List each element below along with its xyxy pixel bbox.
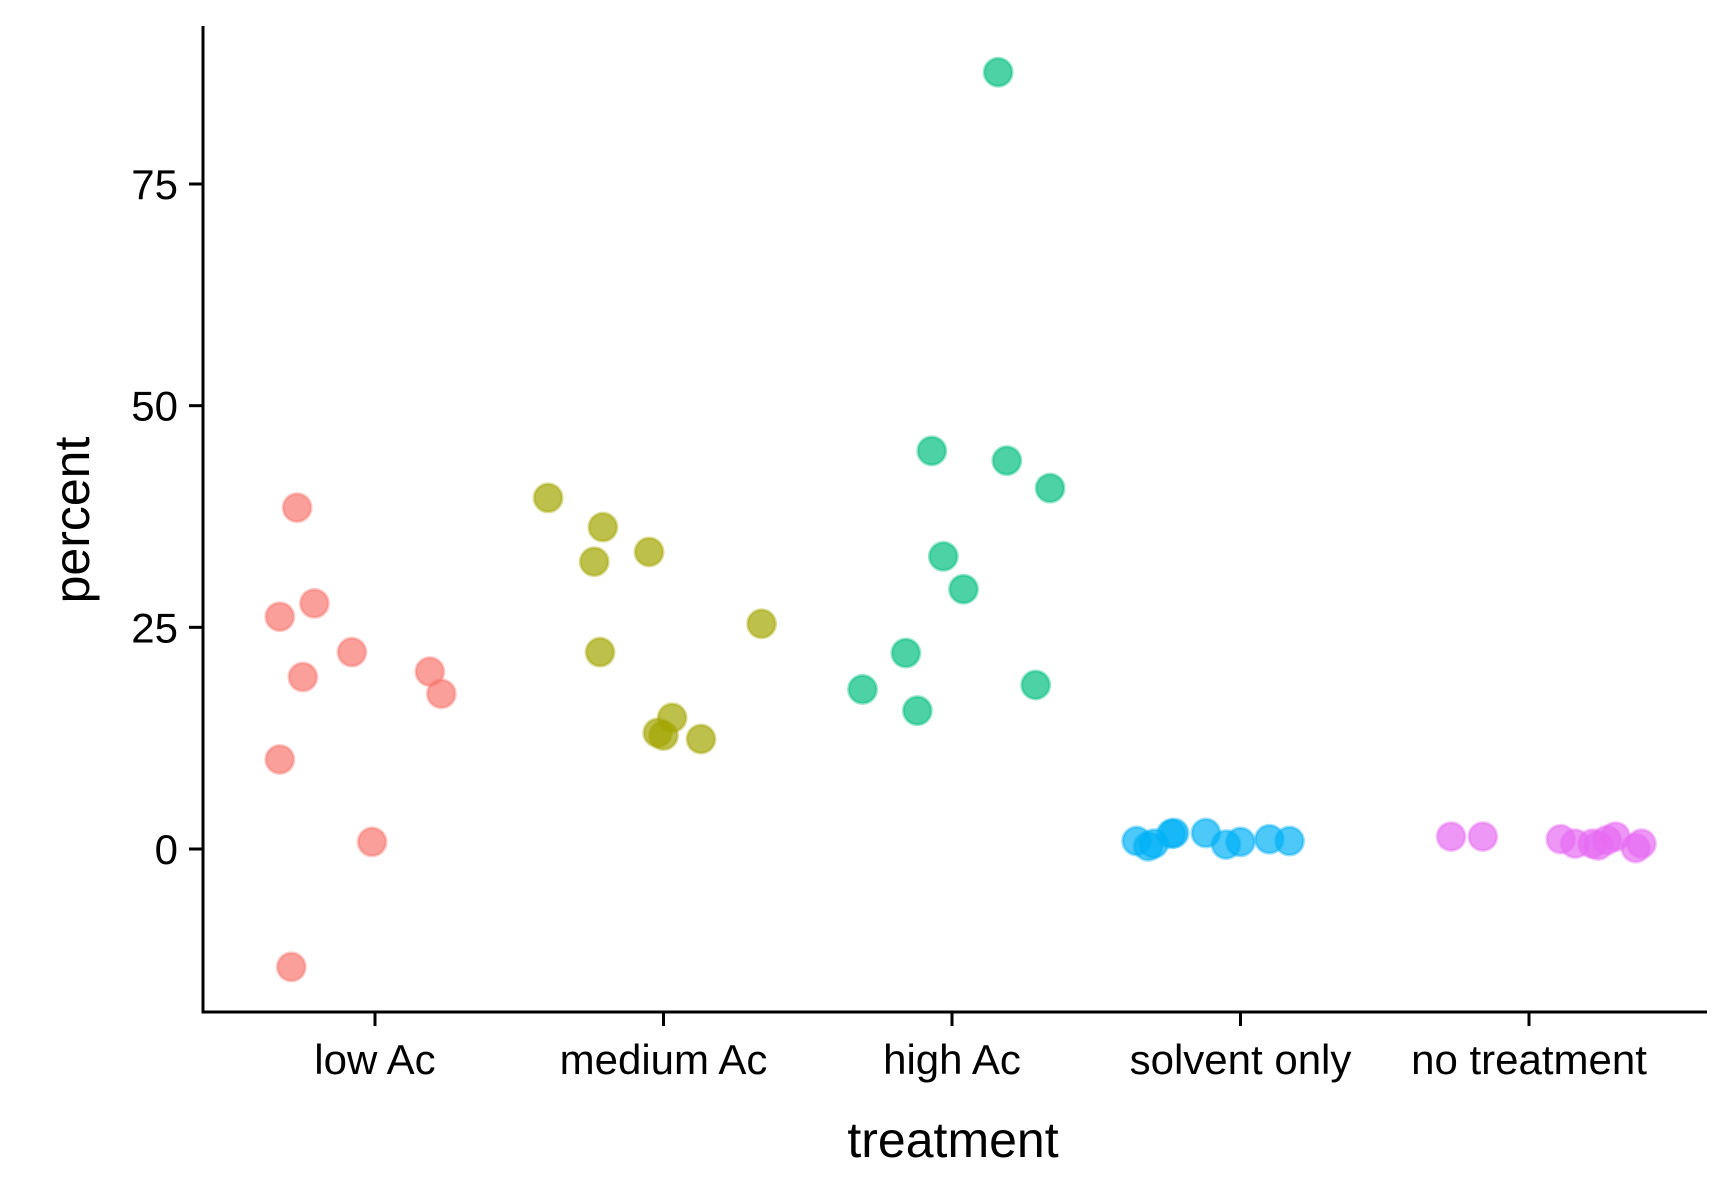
data-point <box>890 637 922 669</box>
data-point <box>746 608 778 640</box>
data-point <box>982 56 1014 88</box>
data-point <box>916 435 948 467</box>
data-point <box>336 636 368 668</box>
data-point <box>281 492 313 524</box>
data-point <box>685 723 717 755</box>
data-point <box>264 601 296 633</box>
data-point <box>1020 669 1052 701</box>
x-tick-label: medium Ac <box>560 1036 768 1083</box>
x-tick-label: solvent only <box>1130 1036 1352 1083</box>
data-point <box>287 661 319 693</box>
data-point <box>425 678 457 710</box>
y-tick-label: 0 <box>155 826 178 873</box>
data-point <box>584 636 616 668</box>
data-point <box>847 673 879 705</box>
data-point <box>1225 826 1256 858</box>
data-point <box>1626 828 1658 860</box>
y-tick-label: 75 <box>131 161 178 208</box>
data-point <box>991 445 1023 477</box>
x-tick-label: high Ac <box>883 1036 1021 1083</box>
data-point <box>532 482 564 514</box>
data-point <box>587 511 619 543</box>
data-point <box>927 540 959 572</box>
data-point <box>1435 821 1467 853</box>
x-axis-title: treatment <box>847 1112 1058 1168</box>
data-point <box>298 587 330 619</box>
x-tick-label: no treatment <box>1411 1036 1647 1083</box>
data-point <box>633 536 665 568</box>
data-point <box>356 826 388 858</box>
x-tick-label: low Ac <box>314 1036 435 1083</box>
data-point <box>1034 472 1066 504</box>
y-axis-ticks: 0 25 50 75 <box>131 161 203 873</box>
data-point <box>648 720 679 752</box>
data-point <box>275 951 307 983</box>
x-axis-ticks: low Ac medium Ac high Ac solvent only no tre… <box>314 1012 1647 1083</box>
data-point <box>1467 821 1499 853</box>
y-axis-title: percent <box>44 437 100 604</box>
data-point <box>1155 818 1187 850</box>
data-point <box>578 546 610 578</box>
y-tick-label: 25 <box>131 604 178 651</box>
points-layer <box>264 56 1658 983</box>
data-point <box>414 656 446 688</box>
data-point <box>264 743 296 775</box>
data-point <box>1274 825 1306 857</box>
data-point <box>948 573 980 605</box>
y-tick-label: 50 <box>131 383 178 430</box>
data-point <box>901 695 933 727</box>
